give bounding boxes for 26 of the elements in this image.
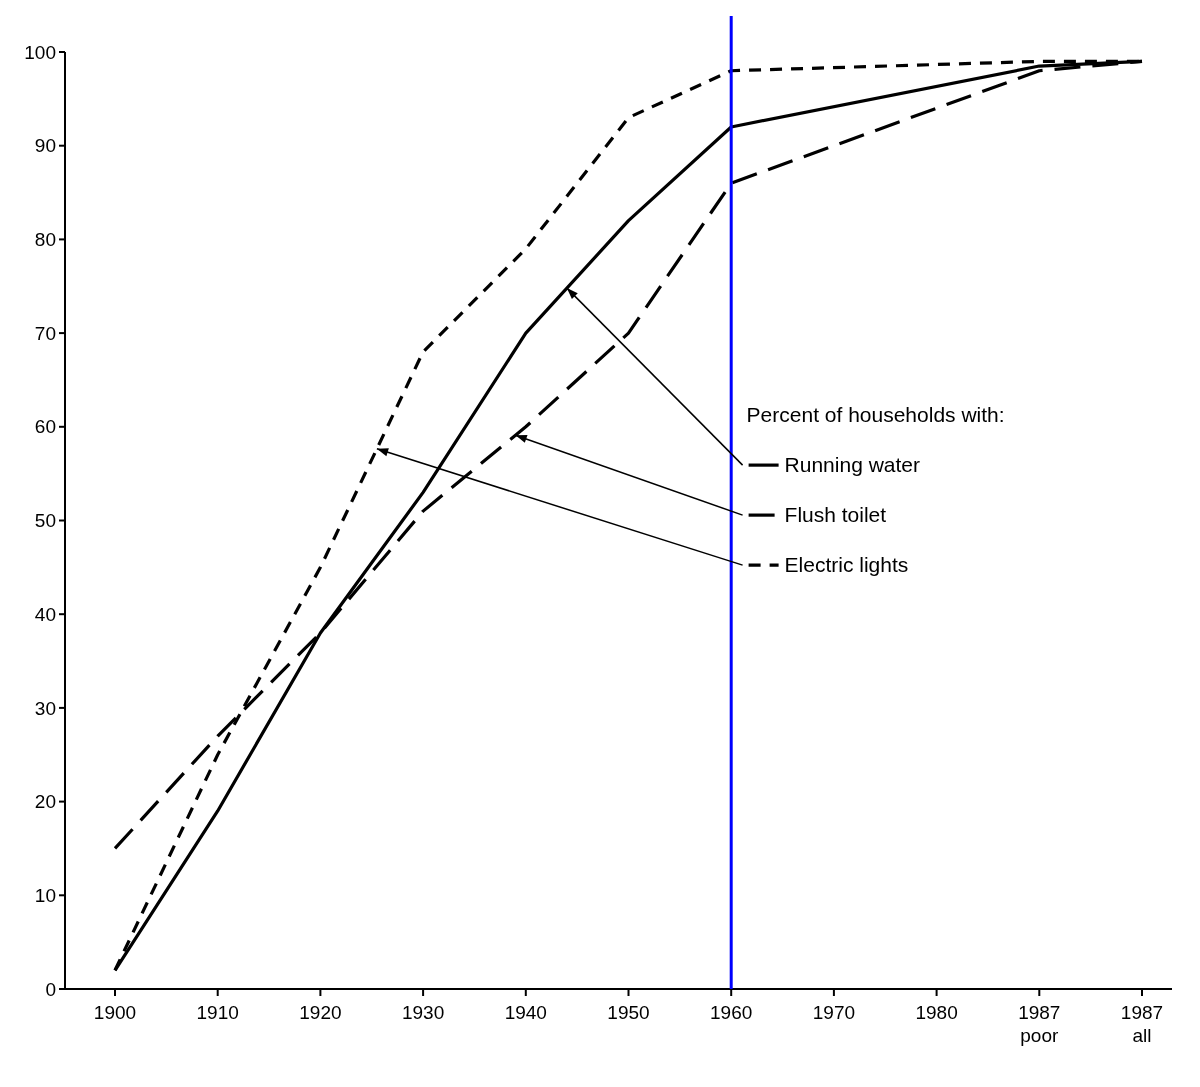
y-tick-label: 70 — [34, 322, 56, 344]
x-tick-label: 1980 — [915, 1002, 958, 1023]
y-tick-label: 100 — [24, 41, 56, 63]
x-tick-label: 1910 — [196, 1002, 239, 1023]
y-tick-label: 60 — [34, 416, 56, 438]
x-tick-label: 1900 — [93, 1002, 137, 1023]
legend-label: Flush toilet — [784, 503, 887, 527]
legend-label: Running water — [784, 453, 921, 477]
x-tick-label: 1970 — [812, 1002, 856, 1023]
x-tick-label: 1950 — [607, 1002, 650, 1023]
annotation: Percent of households with: — [746, 403, 1005, 427]
y-tick-label: 30 — [34, 697, 56, 719]
x-tick-label: 1930 — [401, 1002, 445, 1023]
y-tick-label: 90 — [34, 135, 56, 157]
y-tick-label: 40 — [34, 603, 56, 625]
y-tick-label: 10 — [34, 884, 56, 906]
x-tick-label: 1987 poor — [1018, 1002, 1061, 1046]
y-tick-label: 0 — [45, 978, 56, 1000]
y-tick-label: 80 — [34, 229, 56, 251]
x-tick-label: 1960 — [710, 1002, 753, 1023]
x-tick-label: 1940 — [504, 1002, 547, 1023]
legend-label: Electric lights — [784, 553, 909, 577]
x-tick-label: 1987 all — [1120, 1002, 1164, 1046]
y-tick-label: 50 — [34, 510, 56, 532]
y-tick-label: 20 — [34, 791, 56, 813]
x-tick-label: 1920 — [299, 1002, 342, 1023]
